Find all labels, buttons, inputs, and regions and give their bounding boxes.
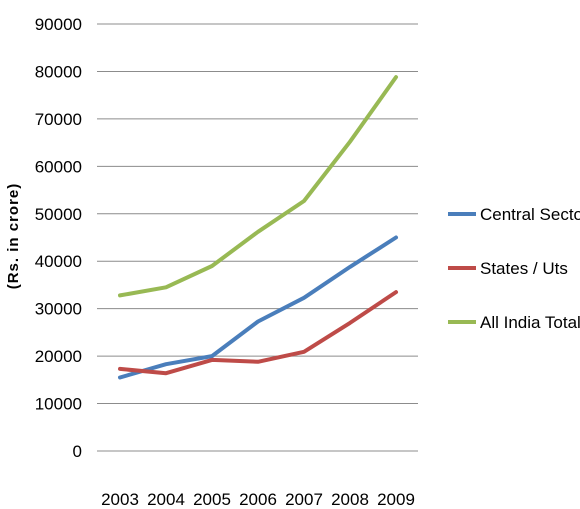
x-axis-tick-labels: 2003 2004 2005 2006 2007 2008 2009 [101,490,415,509]
y-tick-label: 40000 [35,252,82,271]
y-tick-label: 30000 [35,300,82,319]
legend-label: All India Total [480,313,580,332]
x-tick-label: 2005 [193,490,231,509]
series-line-states-uts [118,290,398,376]
legend-label: Central Sector [480,205,580,224]
series-lines [118,75,398,380]
y-tick-label: 50000 [35,205,82,224]
y-tick-label: 60000 [35,157,82,176]
gridlines [97,23,418,452]
x-tick-label: 2007 [285,490,323,509]
series-line-central-sector [118,235,398,380]
x-tick-label: 2004 [147,490,185,509]
y-tick-label: 10000 [35,395,82,414]
x-tick-label: 2003 [101,490,139,509]
x-tick-label: 2009 [377,490,415,509]
x-tick-label: 2006 [239,490,277,509]
y-tick-label: 20000 [35,347,82,366]
y-tick-label: 90000 [35,15,82,34]
legend: Central Sector States / Uts All India Tota… [448,205,580,332]
y-tick-label: 0 [73,442,82,461]
y-tick-label: 70000 [35,110,82,129]
x-tick-label: 2008 [331,490,369,509]
y-axis-label: (Rs. in crore) [5,183,22,290]
series-line-all-india-total [118,75,398,298]
y-tick-label: 80000 [35,62,82,81]
y-axis-tick-labels: 0 10000 20000 30000 40000 50000 60000 70000 8000… [35,15,82,461]
legend-label: States / Uts [480,259,568,278]
